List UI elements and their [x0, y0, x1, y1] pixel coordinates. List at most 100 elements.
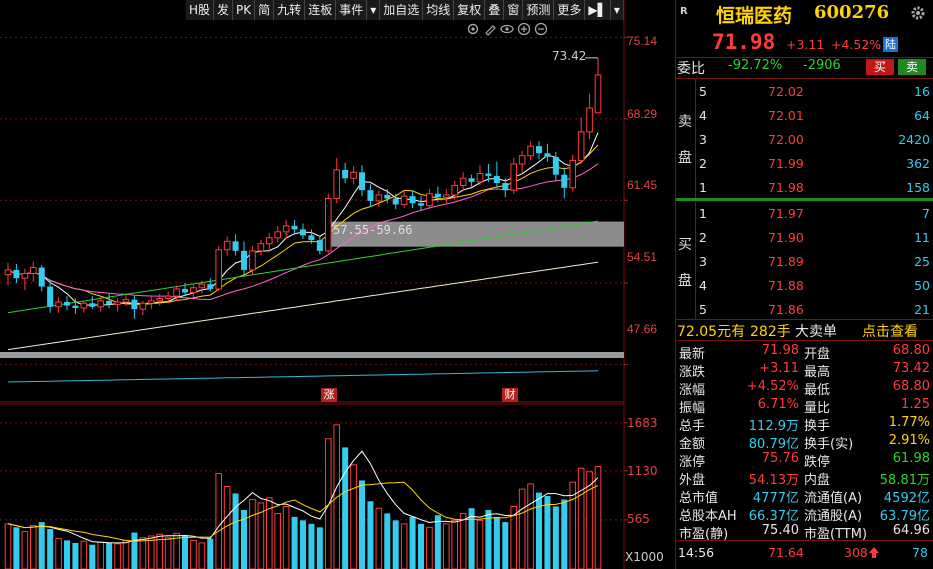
ma5-line: [7, 132, 599, 306]
candle-body: [182, 288, 188, 293]
level-price: 71.97: [768, 206, 804, 221]
candle-body: [139, 302, 147, 310]
volume-bar: [291, 516, 298, 569]
volume-bar: [561, 499, 568, 569]
toolbar-item[interactable]: 窗: [504, 0, 524, 20]
volume-ma5-line: [7, 450, 599, 544]
edit-icon[interactable]: [483, 22, 497, 36]
volume-bar: [114, 543, 121, 569]
toolbar-item[interactable]: ▾: [367, 0, 381, 20]
sell-button[interactable]: 卖: [898, 59, 926, 75]
candle-body: [434, 193, 441, 198]
candle-body: [72, 305, 79, 308]
candle-body: [106, 300, 113, 305]
ma20-line: [7, 163, 599, 301]
event-marker-zhang[interactable]: 涨: [321, 388, 337, 402]
ask-level-row[interactable]: 1 71.98 158: [676, 180, 933, 197]
quote-label: 量比: [804, 401, 831, 416]
candle-body: [21, 272, 29, 279]
gear-icon[interactable]: [910, 5, 926, 21]
toolbar-item[interactable]: 更多: [554, 0, 586, 20]
volume-bar: [190, 539, 197, 569]
settings-icon[interactable]: [466, 22, 480, 36]
kline-chart: [0, 0, 628, 569]
volume-bar: [156, 533, 164, 569]
eye-icon[interactable]: [500, 22, 514, 36]
level-volume: 21: [914, 302, 930, 317]
volume-bar: [274, 512, 282, 569]
candle-body: [324, 198, 332, 252]
toolbar-item[interactable]: 预测: [523, 0, 555, 20]
bid-level-row[interactable]: 5 71.86 21: [676, 302, 933, 319]
toolbar-item[interactable]: 加自选: [380, 0, 424, 20]
tick-count: 78: [912, 545, 928, 560]
toolbar-item[interactable]: ▾: [611, 0, 624, 20]
toolbar-item[interactable]: 连板: [305, 0, 337, 20]
toolbar-item[interactable]: 叠: [485, 0, 505, 20]
quote-value: 66.37亿: [748, 509, 799, 524]
ma10-line: [7, 144, 599, 305]
candle-body: [64, 302, 70, 306]
zoom-in-icon[interactable]: [517, 22, 531, 36]
candle-body: [89, 303, 96, 307]
candle-body: [215, 249, 223, 290]
quote-value: 71.98: [761, 343, 799, 358]
volume-bar: [21, 531, 29, 569]
volume-bar: [468, 508, 475, 569]
candle-body: [459, 177, 467, 186]
toolbar-item[interactable]: 复权: [454, 0, 486, 20]
volume-bar: [442, 523, 450, 569]
bid-level-row[interactable]: 4 71.88 50: [676, 278, 933, 295]
bid-level-row[interactable]: 3 71.89 25: [676, 254, 933, 271]
candle-body: [350, 171, 357, 179]
level-price: 71.90: [768, 230, 804, 245]
price-range-label: 57.55-59.66: [333, 223, 413, 237]
price-change: +3.11: [786, 37, 825, 52]
ask-level-row[interactable]: 4 72.01 64: [676, 108, 933, 125]
quote-label: 最新: [679, 347, 706, 362]
quote-label: 涨跌: [679, 365, 706, 380]
volume-bar: [418, 523, 424, 569]
level-price: 72.01: [768, 108, 804, 123]
ask-level-row[interactable]: 2 71.99 362: [676, 156, 933, 173]
level-number: 3: [699, 132, 707, 147]
volume-bar: [139, 537, 147, 569]
toolbar-item[interactable]: 均线: [423, 0, 455, 20]
volume-bar: [13, 527, 20, 569]
candle-body: [577, 131, 585, 161]
buy-button[interactable]: 买: [866, 59, 894, 75]
event-marker-cai[interactable]: 财: [502, 388, 518, 402]
volume-bar: [47, 529, 54, 569]
candle-body: [223, 240, 231, 251]
level-number: 4: [699, 278, 707, 293]
price-tick: 61.45: [627, 178, 658, 192]
candle-body: [359, 172, 365, 191]
candle-body: [333, 169, 341, 200]
up-arrow-icon: [869, 547, 879, 558]
weibi-label: 委比: [677, 61, 705, 77]
volume-bar: [106, 542, 113, 569]
big-order-link[interactable]: 点击查看: [862, 324, 918, 340]
toolbar-item[interactable]: 九转: [274, 0, 306, 20]
bid-level-row[interactable]: 2 71.90 11: [676, 230, 933, 247]
quote-row: 市盈(静) 75.40 市盈(TTM) 64.96: [676, 523, 933, 542]
volume-bar: [223, 486, 231, 569]
quote-value: 75.40: [761, 523, 799, 538]
toolbar-item[interactable]: 事件: [336, 0, 368, 20]
bid-level-row[interactable]: 1 71.97 7: [676, 206, 933, 223]
toolbar-item[interactable]: ▶▌: [585, 0, 611, 20]
level-price: 71.86: [768, 302, 804, 317]
quote-panel: R 恒瑞医药 600276 71.98 +3.11 +4.52% 陆 委比 -9…: [675, 0, 933, 569]
quote-value: 6.71%: [757, 397, 799, 412]
ask-level-row[interactable]: 5 72.02 16: [676, 84, 933, 101]
toolbar-item[interactable]: 发: [214, 0, 234, 20]
toolbar-item[interactable]: 简: [255, 0, 275, 20]
level-number: 5: [699, 84, 707, 99]
quote-value: 4777亿: [752, 491, 799, 506]
toolbar-item[interactable]: PK: [233, 0, 256, 20]
zoom-out-icon[interactable]: [534, 22, 548, 36]
ask-level-row[interactable]: 3 72.00 2420: [676, 132, 933, 149]
candle-body: [510, 163, 518, 191]
volume-bar: [257, 502, 265, 569]
toolbar-item[interactable]: H股: [186, 0, 215, 20]
